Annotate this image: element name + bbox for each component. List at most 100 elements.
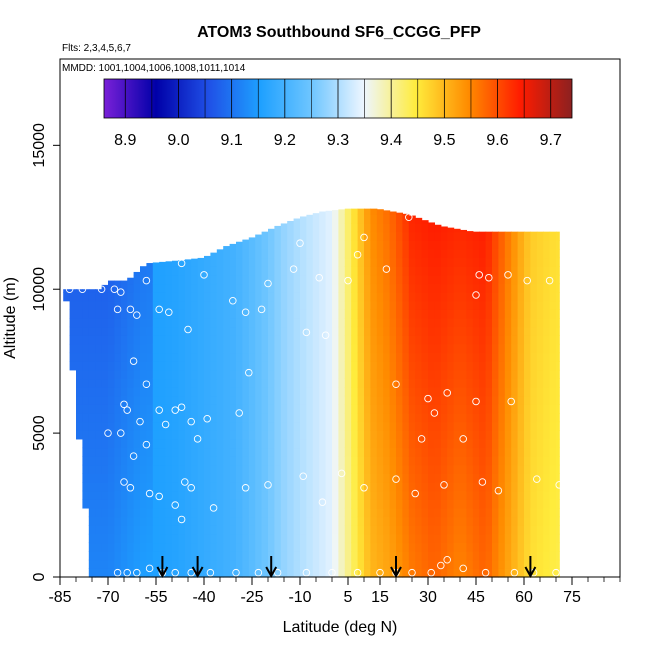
heatmap-cell	[172, 542, 179, 552]
heatmap-cell	[114, 292, 122, 302]
heatmap-cell	[389, 326, 397, 336]
heatmap-cell	[338, 395, 346, 405]
heatmap-cell	[293, 300, 301, 310]
heatmap-cell	[472, 266, 480, 276]
heatmap-cell	[274, 533, 282, 544]
heatmap-cell	[408, 283, 416, 293]
heatmap-cell	[159, 274, 167, 285]
heatmap-cell	[293, 421, 301, 431]
heatmap-cell	[261, 525, 269, 535]
heatmap-cell	[306, 335, 314, 345]
heatmap-cell	[524, 507, 531, 518]
heatmap-cell	[524, 533, 531, 544]
heatmap-cell	[88, 292, 96, 302]
heatmap-cell	[261, 542, 269, 552]
heatmap-cell	[466, 326, 474, 336]
heatmap-cell	[325, 404, 333, 414]
heatmap-cell	[293, 507, 301, 518]
heatmap-cell	[229, 309, 237, 319]
heatmap-cell	[504, 438, 512, 449]
heatmap-cell	[383, 516, 391, 526]
heatmap-cell	[543, 248, 551, 259]
heatmap-cell	[95, 551, 103, 561]
heatmap-cell	[530, 438, 538, 449]
heatmap-cell	[204, 283, 211, 293]
heatmap-cell	[492, 257, 499, 267]
heatmap-cell	[428, 525, 435, 535]
heatmap-cell	[229, 412, 237, 423]
heatmap-cell	[556, 525, 560, 535]
heatmap-cell	[498, 482, 506, 492]
observation-point	[200, 271, 208, 279]
heatmap-cell	[191, 369, 199, 380]
heatmap-cell	[402, 266, 410, 276]
heatmap-cell	[383, 447, 391, 457]
heatmap-cell	[556, 283, 560, 293]
heatmap-cell	[556, 499, 560, 509]
heatmap-cell	[485, 248, 493, 259]
heatmap-cell	[332, 300, 339, 310]
heatmap-cell	[370, 266, 378, 276]
heatmap-cell	[178, 266, 186, 276]
heatmap-cell	[248, 473, 256, 483]
heatmap-cell	[319, 542, 327, 552]
heatmap-cell	[242, 525, 250, 535]
heatmap-cell	[172, 421, 179, 431]
heatmap-cell	[338, 283, 346, 293]
heatmap-cell	[453, 283, 461, 293]
heatmap-cell	[223, 473, 231, 483]
heatmap-cell	[88, 352, 96, 362]
heatmap-cell	[466, 507, 474, 518]
heatmap-cell	[364, 464, 371, 474]
heatmap-cell	[319, 352, 327, 362]
heatmap-cell	[466, 473, 474, 483]
heatmap-cell	[108, 551, 115, 561]
heatmap-cell	[396, 266, 403, 276]
heatmap-cell	[440, 499, 448, 509]
heatmap-cell	[383, 421, 391, 431]
heatmap-cell	[300, 421, 307, 431]
heatmap-cell	[108, 280, 115, 285]
heatmap-cell	[261, 404, 269, 414]
heatmap-cell	[549, 395, 557, 405]
heatmap-cell	[287, 343, 295, 354]
heatmap-cell	[236, 464, 243, 474]
heatmap-cell	[127, 507, 135, 518]
heatmap-cell	[159, 499, 167, 509]
heatmap-cell	[312, 482, 320, 492]
heatmap-cell	[306, 516, 314, 526]
heatmap-cell	[472, 447, 480, 457]
heatmap-cell	[536, 568, 544, 578]
heatmap-cell	[261, 412, 269, 423]
heatmap-cell	[248, 292, 256, 302]
heatmap-cell	[108, 378, 115, 388]
heatmap-cell	[255, 300, 263, 310]
heatmap-cell	[549, 499, 557, 509]
heatmap-cell	[440, 300, 448, 310]
heatmap-cell	[88, 335, 96, 345]
heatmap-cell	[280, 274, 288, 285]
heatmap-cell	[268, 231, 275, 241]
heatmap-cell	[376, 214, 384, 224]
heatmap-cell	[530, 559, 538, 569]
heatmap-cell	[280, 542, 288, 552]
heatmap-cell	[344, 542, 352, 552]
heatmap-cell	[447, 430, 455, 440]
heatmap-cell	[223, 326, 231, 336]
heatmap-cell	[88, 378, 96, 388]
heatmap-cell	[101, 404, 109, 414]
heatmap-cell	[255, 551, 263, 561]
heatmap-cell	[338, 343, 346, 354]
heatmap-cell	[492, 283, 499, 293]
heatmap-cell	[466, 248, 474, 259]
heatmap-cell	[248, 507, 256, 518]
heatmap-cell	[389, 395, 397, 405]
heatmap-cell	[146, 335, 154, 345]
heatmap-cell	[370, 369, 378, 380]
heatmap-cell	[306, 464, 314, 474]
heatmap-cell	[287, 220, 295, 224]
heatmap-cell	[255, 482, 263, 492]
heatmap-cell	[479, 240, 487, 250]
heatmap-cell	[159, 395, 167, 405]
observation-point	[133, 311, 141, 319]
